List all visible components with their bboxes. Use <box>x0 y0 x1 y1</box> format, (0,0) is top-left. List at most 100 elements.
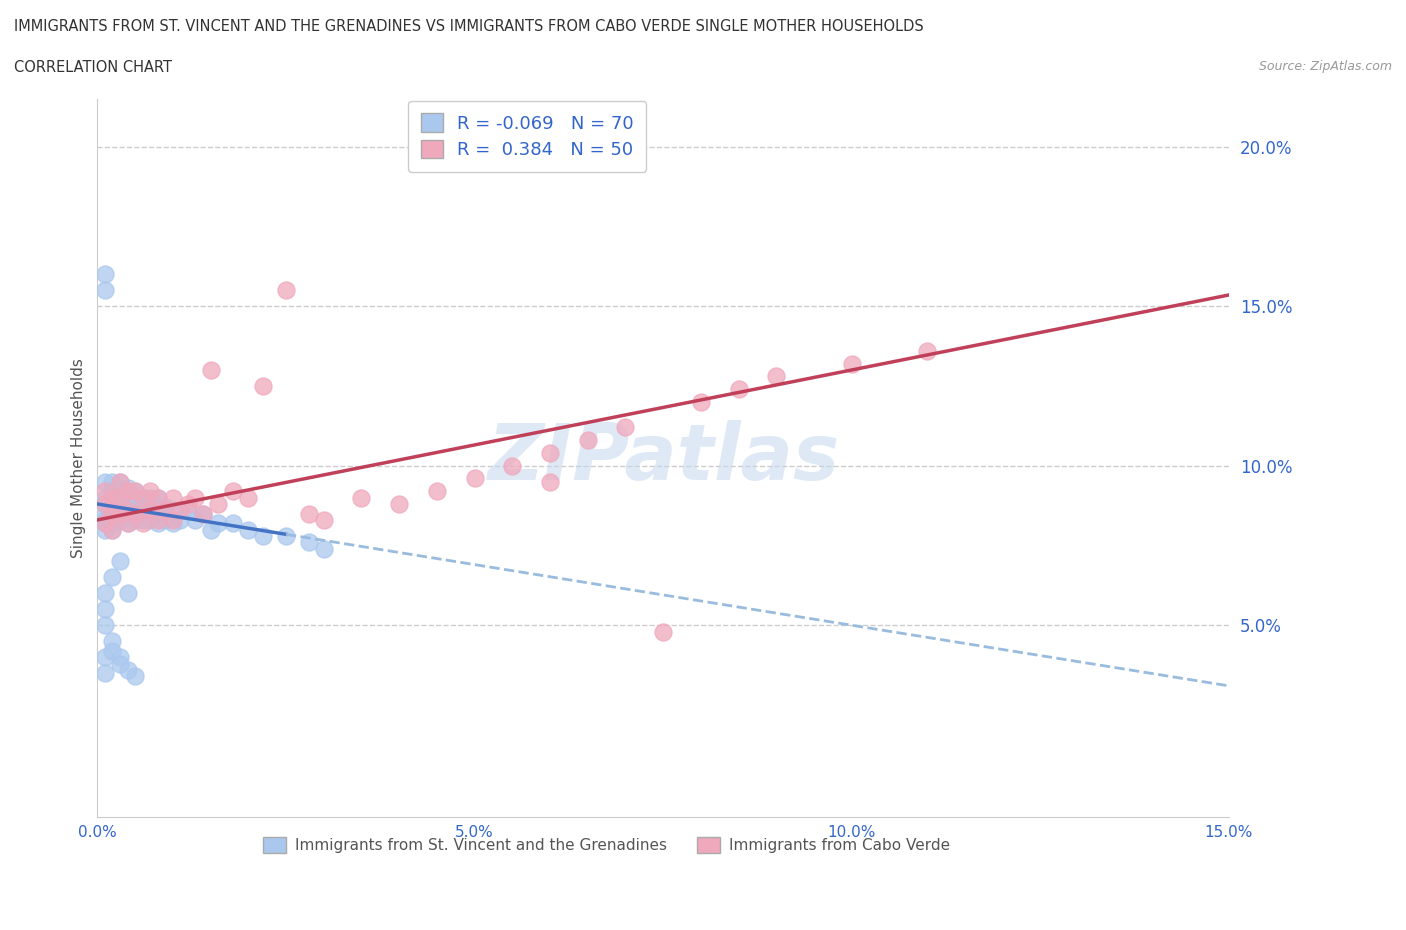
Point <box>297 506 319 521</box>
Point <box>139 490 162 505</box>
Point <box>124 506 146 521</box>
Point <box>131 512 153 527</box>
Point <box>101 506 124 521</box>
Point <box>388 497 411 512</box>
Point <box>117 490 139 505</box>
Point <box>146 490 169 505</box>
Point <box>101 490 124 505</box>
Point <box>124 512 146 527</box>
Point <box>117 515 139 530</box>
Point <box>765 369 787 384</box>
Point <box>94 497 117 512</box>
Point <box>101 522 124 537</box>
Point <box>727 381 749 396</box>
Point <box>117 481 139 496</box>
Point <box>191 506 214 521</box>
Point <box>117 497 139 512</box>
Point <box>94 267 117 282</box>
Point <box>312 541 335 556</box>
Point <box>108 474 131 489</box>
Point <box>124 493 146 508</box>
Point <box>222 484 245 498</box>
Point <box>94 515 117 530</box>
Point <box>274 283 297 298</box>
Point <box>162 512 184 527</box>
Point <box>101 633 124 648</box>
Point <box>101 515 124 530</box>
Point <box>94 650 117 665</box>
Point <box>139 503 162 518</box>
Point <box>108 506 131 521</box>
Point <box>501 458 523 473</box>
Point <box>101 497 124 512</box>
Point <box>538 445 561 460</box>
Point <box>94 515 117 530</box>
Point <box>222 515 245 530</box>
Point <box>162 490 184 505</box>
Point <box>94 474 117 489</box>
Point <box>94 522 117 537</box>
Point <box>146 515 169 530</box>
Point <box>108 512 131 527</box>
Point <box>177 503 200 518</box>
Point <box>94 506 117 521</box>
Point <box>238 490 260 505</box>
Text: IMMIGRANTS FROM ST. VINCENT AND THE GRENADINES VS IMMIGRANTS FROM CABO VERDE SIN: IMMIGRANTS FROM ST. VINCENT AND THE GREN… <box>14 19 924 33</box>
Point <box>155 512 177 527</box>
Point <box>576 432 599 447</box>
Point <box>274 528 297 543</box>
Point <box>162 503 184 518</box>
Point <box>108 554 131 569</box>
Point <box>146 490 169 505</box>
Point <box>841 356 863 371</box>
Point <box>101 474 124 489</box>
Point <box>117 503 139 518</box>
Point <box>312 512 335 527</box>
Point <box>915 343 938 358</box>
Point <box>169 512 191 527</box>
Point <box>117 484 139 498</box>
Text: CORRELATION CHART: CORRELATION CHART <box>14 60 172 75</box>
Point <box>101 644 124 658</box>
Point <box>155 499 177 514</box>
Point <box>207 497 229 512</box>
Point <box>177 497 200 512</box>
Point <box>169 503 191 518</box>
Point <box>108 484 131 498</box>
Point <box>238 522 260 537</box>
Point <box>200 363 222 378</box>
Point <box>184 512 207 527</box>
Point <box>426 484 449 498</box>
Point <box>207 515 229 530</box>
Point <box>94 283 117 298</box>
Point <box>94 512 117 527</box>
Point <box>538 474 561 489</box>
Point <box>350 490 373 505</box>
Point <box>117 586 139 601</box>
Point <box>297 535 319 550</box>
Point <box>689 394 711 409</box>
Point <box>131 515 153 530</box>
Point <box>108 497 131 512</box>
Point <box>139 512 162 527</box>
Point <box>124 484 146 498</box>
Point <box>108 506 131 521</box>
Point <box>131 490 153 505</box>
Point <box>200 522 222 537</box>
Point <box>117 506 139 521</box>
Point <box>464 471 486 485</box>
Point <box>146 512 169 527</box>
Y-axis label: Single Mother Households: Single Mother Households <box>72 358 86 558</box>
Point <box>155 503 177 518</box>
Point <box>101 570 124 585</box>
Point <box>117 662 139 677</box>
Point <box>94 666 117 681</box>
Point <box>252 379 274 393</box>
Text: Source: ZipAtlas.com: Source: ZipAtlas.com <box>1258 60 1392 73</box>
Point <box>139 503 162 518</box>
Point <box>101 506 124 521</box>
Point <box>94 602 117 617</box>
Point <box>652 624 675 639</box>
Point <box>146 503 169 518</box>
Point <box>94 586 117 601</box>
